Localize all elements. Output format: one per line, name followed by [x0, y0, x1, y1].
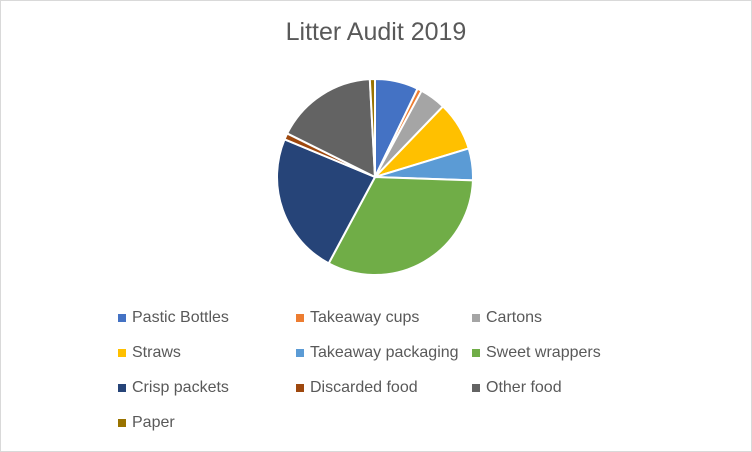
legend-swatch: [296, 384, 304, 392]
legend-item-takeaway-packaging: Takeaway packaging: [296, 342, 459, 364]
legend-label: Discarded food: [310, 379, 418, 396]
legend-item-paper: Paper: [118, 412, 175, 434]
pie-slice-other-food: [286, 78, 376, 178]
legend-swatch: [472, 349, 480, 357]
chart-title: Litter Audit 2019: [285, 18, 467, 46]
pie-slice-paper: [368, 78, 376, 178]
legend-item-takeaway-cups: Takeaway cups: [296, 307, 419, 329]
legend-label: Cartons: [486, 309, 543, 326]
legend-label: Other food: [486, 379, 562, 396]
legend-swatch: [296, 349, 304, 357]
legend-swatch: [118, 349, 126, 357]
legend-label: Pastic Bottles: [132, 309, 229, 326]
legend-item-crisp-packets: Crisp packets: [118, 377, 229, 399]
legend-swatch: [472, 314, 480, 322]
legend-label: Paper: [132, 414, 175, 431]
legend-item-pastic-bottles: Pastic Bottles: [118, 307, 229, 329]
legend-label: Straws: [132, 344, 181, 361]
legend-label: Crisp packets: [132, 379, 229, 396]
legend-item-sweet-wrappers: Sweet wrappers: [472, 342, 601, 364]
legend-item-other-food: Other food: [472, 377, 562, 399]
pie-slice-crisp-packets: [276, 138, 376, 265]
legend-swatch: [118, 384, 126, 392]
legend-label: Sweet wrappers: [486, 344, 601, 361]
legend-item-straws: Straws: [118, 342, 181, 364]
legend-item-discarded-food: Discarded food: [296, 377, 418, 399]
legend-swatch: [118, 314, 126, 322]
legend-label: Takeaway cups: [310, 309, 420, 326]
legend-item-cartons: Cartons: [472, 307, 542, 329]
legend-swatch: [118, 419, 126, 427]
legend-swatch: [472, 384, 480, 392]
pie-slice-sweet-wrappers: [327, 176, 474, 276]
legend-swatch: [296, 314, 304, 322]
legend-label: Takeaway packaging: [310, 344, 459, 361]
